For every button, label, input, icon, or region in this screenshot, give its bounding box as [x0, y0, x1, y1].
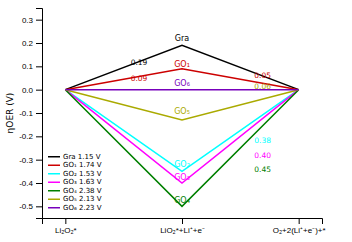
legend-label: GO₅ 2.13 V [63, 195, 102, 203]
legend-swatch [48, 190, 60, 192]
annotation: GO₅ [174, 107, 190, 116]
tick: -0.5 [19, 202, 42, 211]
tick-mark [65, 218, 66, 224]
tick-mark [36, 43, 42, 44]
tick-label: O₂+2(Li⁺+e⁻)+* [273, 226, 326, 235]
legend-label: GO₂ 1.53 V [63, 170, 102, 178]
tick-mark [182, 218, 183, 224]
axis-line [43, 219, 323, 225]
tick-label: Li₂O₂* [55, 226, 77, 235]
legend-label: GO₃ 1.63 V [63, 178, 102, 186]
tick-label: -0.1 [19, 109, 33, 118]
tick: 0.0 [22, 86, 42, 95]
legend: Gra 1.15 VGO₁ 1.74 VGO₂ 1.53 VGO₃ 1.63 V… [48, 153, 102, 212]
line [65, 90, 298, 120]
annotation: 0.40 [254, 151, 271, 160]
x-axis: Li₂O₂* LiO₂*+Li⁺+e⁻ O₂+2(Li⁺+e⁻)+* [43, 218, 326, 235]
legend-swatch [48, 182, 60, 184]
y-axis: -0.5 -0.4 -0.3 -0.2 -0.1 0.0 0.1 0.2 0.3 [19, 9, 42, 219]
tick-mark [299, 218, 300, 224]
axis-line [36, 9, 43, 219]
annotation: Gra [175, 34, 189, 43]
tick-label: 0.3 [22, 16, 34, 25]
legend-swatch [48, 173, 60, 175]
tick: -0.4 [19, 179, 42, 188]
tick: -0.3 [19, 156, 42, 165]
tick-label: 0.0 [22, 86, 34, 95]
legend-item: GO₅ 2.13 V [48, 195, 102, 203]
annotation: GO₂ [174, 160, 190, 169]
annotation: GO₆ [174, 79, 190, 88]
plot: Li₂O₂* LiO₂*+Li⁺+e⁻ O₂+2(Li⁺+e⁻)+* -0.5 -0.4… [19, 9, 325, 235]
annotation: 0.06 [254, 82, 271, 91]
legend-label: GO₁ 1.74 V [63, 161, 102, 169]
tick-label: -0.2 [19, 132, 33, 141]
tick-mark [36, 206, 42, 207]
tick: 0.1 [22, 62, 42, 71]
tick: -0.1 [19, 109, 42, 118]
legend-item: GO₂ 1.53 V [48, 170, 102, 178]
annotation: GO₁ [174, 60, 190, 69]
tick-label: -0.4 [19, 179, 33, 188]
legend-swatch [48, 199, 60, 201]
annotation: 0.19 [131, 58, 148, 67]
legend-label: GO₆ 2.23 V [63, 204, 102, 212]
legend-item: GO₃ 1.63 V [48, 178, 102, 186]
tick-label: -0.3 [19, 156, 33, 165]
legend-item: GO₄ 2.38 V [48, 187, 102, 195]
tick-label: 0.1 [22, 62, 34, 71]
tick-mark [36, 66, 42, 67]
annotation: GO₃ [174, 173, 190, 182]
tick: O₂+2(Li⁺+e⁻)+* [273, 218, 326, 235]
annotation: 0.05 [254, 71, 271, 80]
legend-swatch [48, 156, 60, 158]
tick: LiO₂*+Li⁺+e⁻ [160, 218, 205, 235]
legend-swatch [48, 165, 60, 167]
tick-mark [36, 136, 42, 137]
annotation: 0.09 [131, 74, 148, 83]
legend-label: Gra 1.15 V [63, 153, 101, 161]
tick-mark [36, 160, 42, 161]
tick-mark [36, 20, 42, 21]
tick: 0.2 [22, 39, 42, 48]
annotation: GO₄ [174, 196, 190, 205]
tick: 0.3 [22, 16, 42, 25]
annotations: Gra GO₁ GO₆ GO₅ GO₂ GO₃ GO₄ 0.19 0.09 0.05 0.06 0.3… [131, 34, 272, 205]
annotation: 0.45 [254, 165, 271, 174]
tick-label: LiO₂*+Li⁺+e⁻ [160, 226, 205, 235]
legend-label: GO₄ 2.38 V [63, 187, 102, 195]
legend-item: GO₁ 1.74 V [48, 161, 102, 169]
tick: -0.2 [19, 132, 42, 141]
chart: Li₂O₂* LiO₂*+Li⁺+e⁻ O₂+2(Li⁺+e⁻)+* -0.5 -0.4… [0, 0, 352, 242]
axis-title: ηOER (V) [5, 93, 15, 134]
annotation: 0.38 [254, 136, 271, 145]
tick-mark [36, 183, 42, 184]
legend-item: Gra 1.15 V [48, 153, 101, 161]
tick-mark [36, 113, 42, 114]
tick-label: 0.2 [22, 39, 34, 48]
legend-item: GO₆ 2.23 V [48, 204, 102, 212]
tick-mark [36, 90, 42, 91]
tick-label: -0.5 [19, 202, 33, 211]
tick: Li₂O₂* [55, 218, 77, 235]
legend-swatch [48, 207, 60, 209]
